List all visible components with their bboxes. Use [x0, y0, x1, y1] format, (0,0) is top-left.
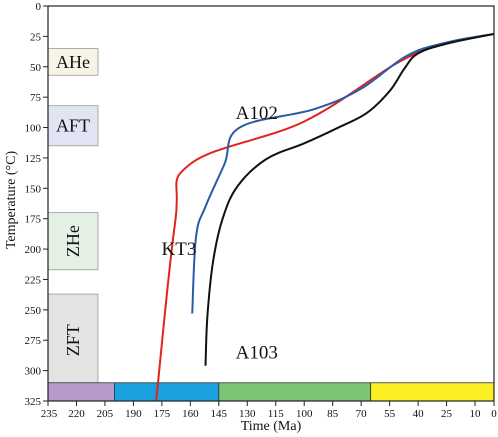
x-tick-label: 235 [41, 408, 58, 420]
x-tick-label: 100 [296, 408, 313, 420]
series-label-kt3: KT3 [162, 239, 197, 260]
x-tick-label: 115 [268, 408, 285, 420]
series-label-a102: A102 [236, 103, 278, 124]
x-tick-label: 205 [97, 408, 114, 420]
x-tick-label: 190 [125, 408, 142, 420]
y-tick-label: 275 [25, 335, 42, 347]
y-tick-label: 125 [25, 153, 42, 165]
y-tick-label: 175 [25, 214, 42, 226]
series-line-a103 [204, 32, 495, 366]
x-tick-label: 175 [154, 408, 171, 420]
time-bar-segment [47, 382, 115, 402]
x-tick-label: 145 [211, 408, 228, 420]
time-bar-segment [370, 382, 495, 402]
y-tick-label: 200 [25, 244, 42, 256]
y-tick-label: 25 [30, 31, 42, 43]
series-label-a103: A103 [236, 342, 278, 363]
y-tick-label: 250 [25, 305, 42, 317]
curves-layer [155, 32, 495, 402]
y-tick-label: 325 [25, 396, 42, 408]
time-bar-segment [218, 382, 372, 402]
plot-border [47, 5, 495, 402]
y-tick-label: 225 [25, 274, 42, 286]
x-axis-ticks: 235 220 205 190 175 160 145 130 115 100 85 70 55 40 25… [41, 401, 497, 420]
y-tick-label: 75 [30, 92, 42, 104]
time-bar [47, 382, 495, 402]
y-axis-ticks: 0 25 50 75 100 125 150 175 200 225 250 275 300 325 [25, 1, 48, 408]
x-axis-title: Time (Ma) [241, 419, 302, 434]
zones-layer: AHe AFT ZHe ZFT [47, 48, 99, 387]
zone-label-ahe: AHe [56, 52, 90, 72]
time-bar-segment [114, 382, 220, 402]
y-tick-label: 300 [25, 366, 42, 378]
x-tick-label: 0 [491, 408, 497, 420]
x-tick-label: 130 [239, 408, 256, 420]
zone-box-aft [47, 105, 99, 147]
zone-box-ahe [47, 48, 99, 76]
x-tick-label: 160 [182, 408, 199, 420]
y-axis-title: Temperature (°C) [4, 151, 19, 250]
x-tick-label: 55 [384, 408, 396, 420]
x-tick-label: 10 [470, 408, 482, 420]
x-tick-label: 85 [327, 408, 339, 420]
x-tick-label: 220 [68, 408, 85, 420]
zone-label-zft: ZFT [63, 324, 83, 356]
zone-label-aft: AFT [56, 116, 90, 136]
series-line-a102 [191, 32, 495, 314]
x-tick-label: 25 [441, 408, 453, 420]
zone-box-zhe [47, 212, 99, 271]
plot-frame [47, 5, 495, 402]
zone-box-zft [47, 293, 99, 387]
y-tick-label: 50 [30, 62, 42, 74]
y-tick-label: 0 [36, 1, 42, 13]
zone-label-zhe: ZHe [63, 225, 83, 257]
x-tick-label: 70 [356, 408, 368, 420]
series-labels: KT3 A102 A103 [162, 103, 278, 363]
y-tick-label: 100 [25, 123, 42, 135]
y-tick-label: 150 [25, 183, 42, 195]
x-tick-label: 40 [413, 408, 425, 420]
